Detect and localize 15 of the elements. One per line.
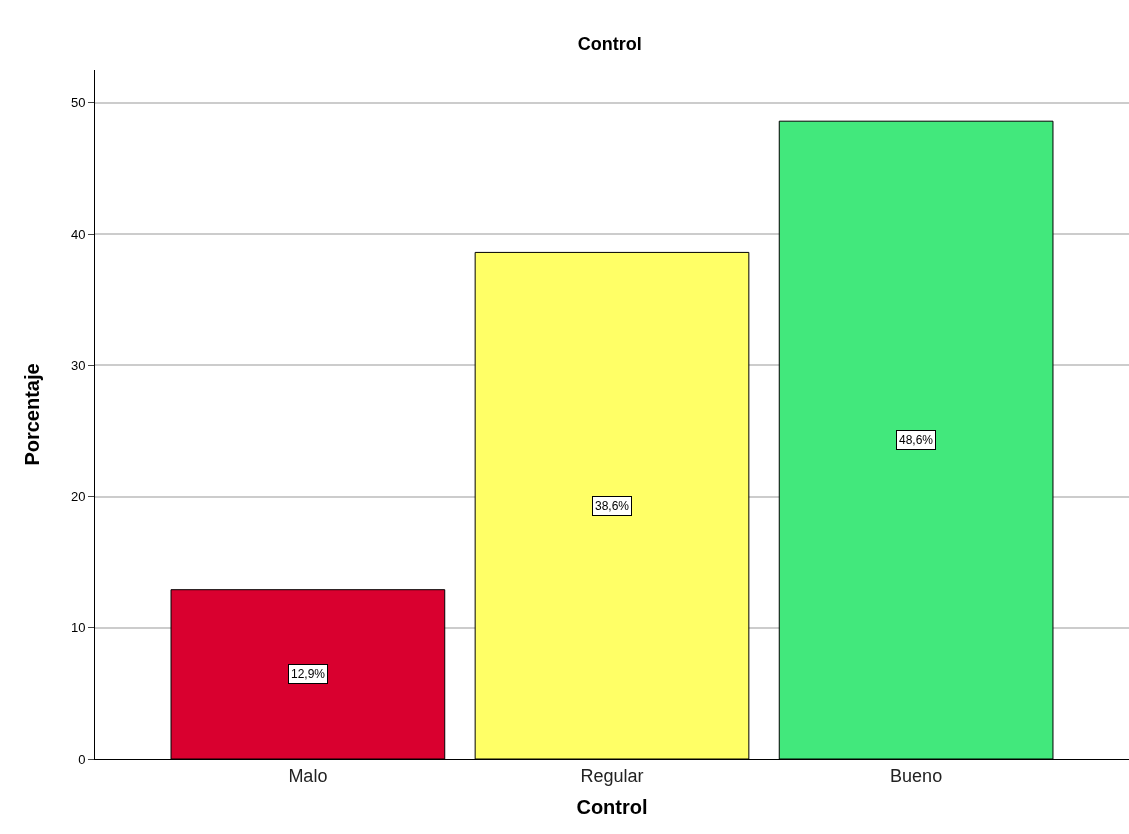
y-tick-label: 10 <box>70 620 86 636</box>
y-axis-title: Porcentaje <box>21 363 44 466</box>
y-tick-label: 30 <box>70 357 86 373</box>
x-tick-label: Malo <box>288 765 328 786</box>
y-tick-label: 20 <box>70 489 86 505</box>
y-tick-label: 40 <box>70 226 86 242</box>
data-label: 38,6% <box>595 499 630 513</box>
y-tick-label: 0 <box>78 751 86 767</box>
x-tick-label: Bueno <box>890 765 943 786</box>
data-label: 12,9% <box>291 667 326 681</box>
x-tick-label: Regular <box>580 765 644 786</box>
data-label: 48,6% <box>899 433 934 447</box>
chart-title: Control <box>577 34 642 55</box>
y-tick-label: 50 <box>70 95 86 111</box>
x-axis-title: Control <box>576 796 648 819</box>
